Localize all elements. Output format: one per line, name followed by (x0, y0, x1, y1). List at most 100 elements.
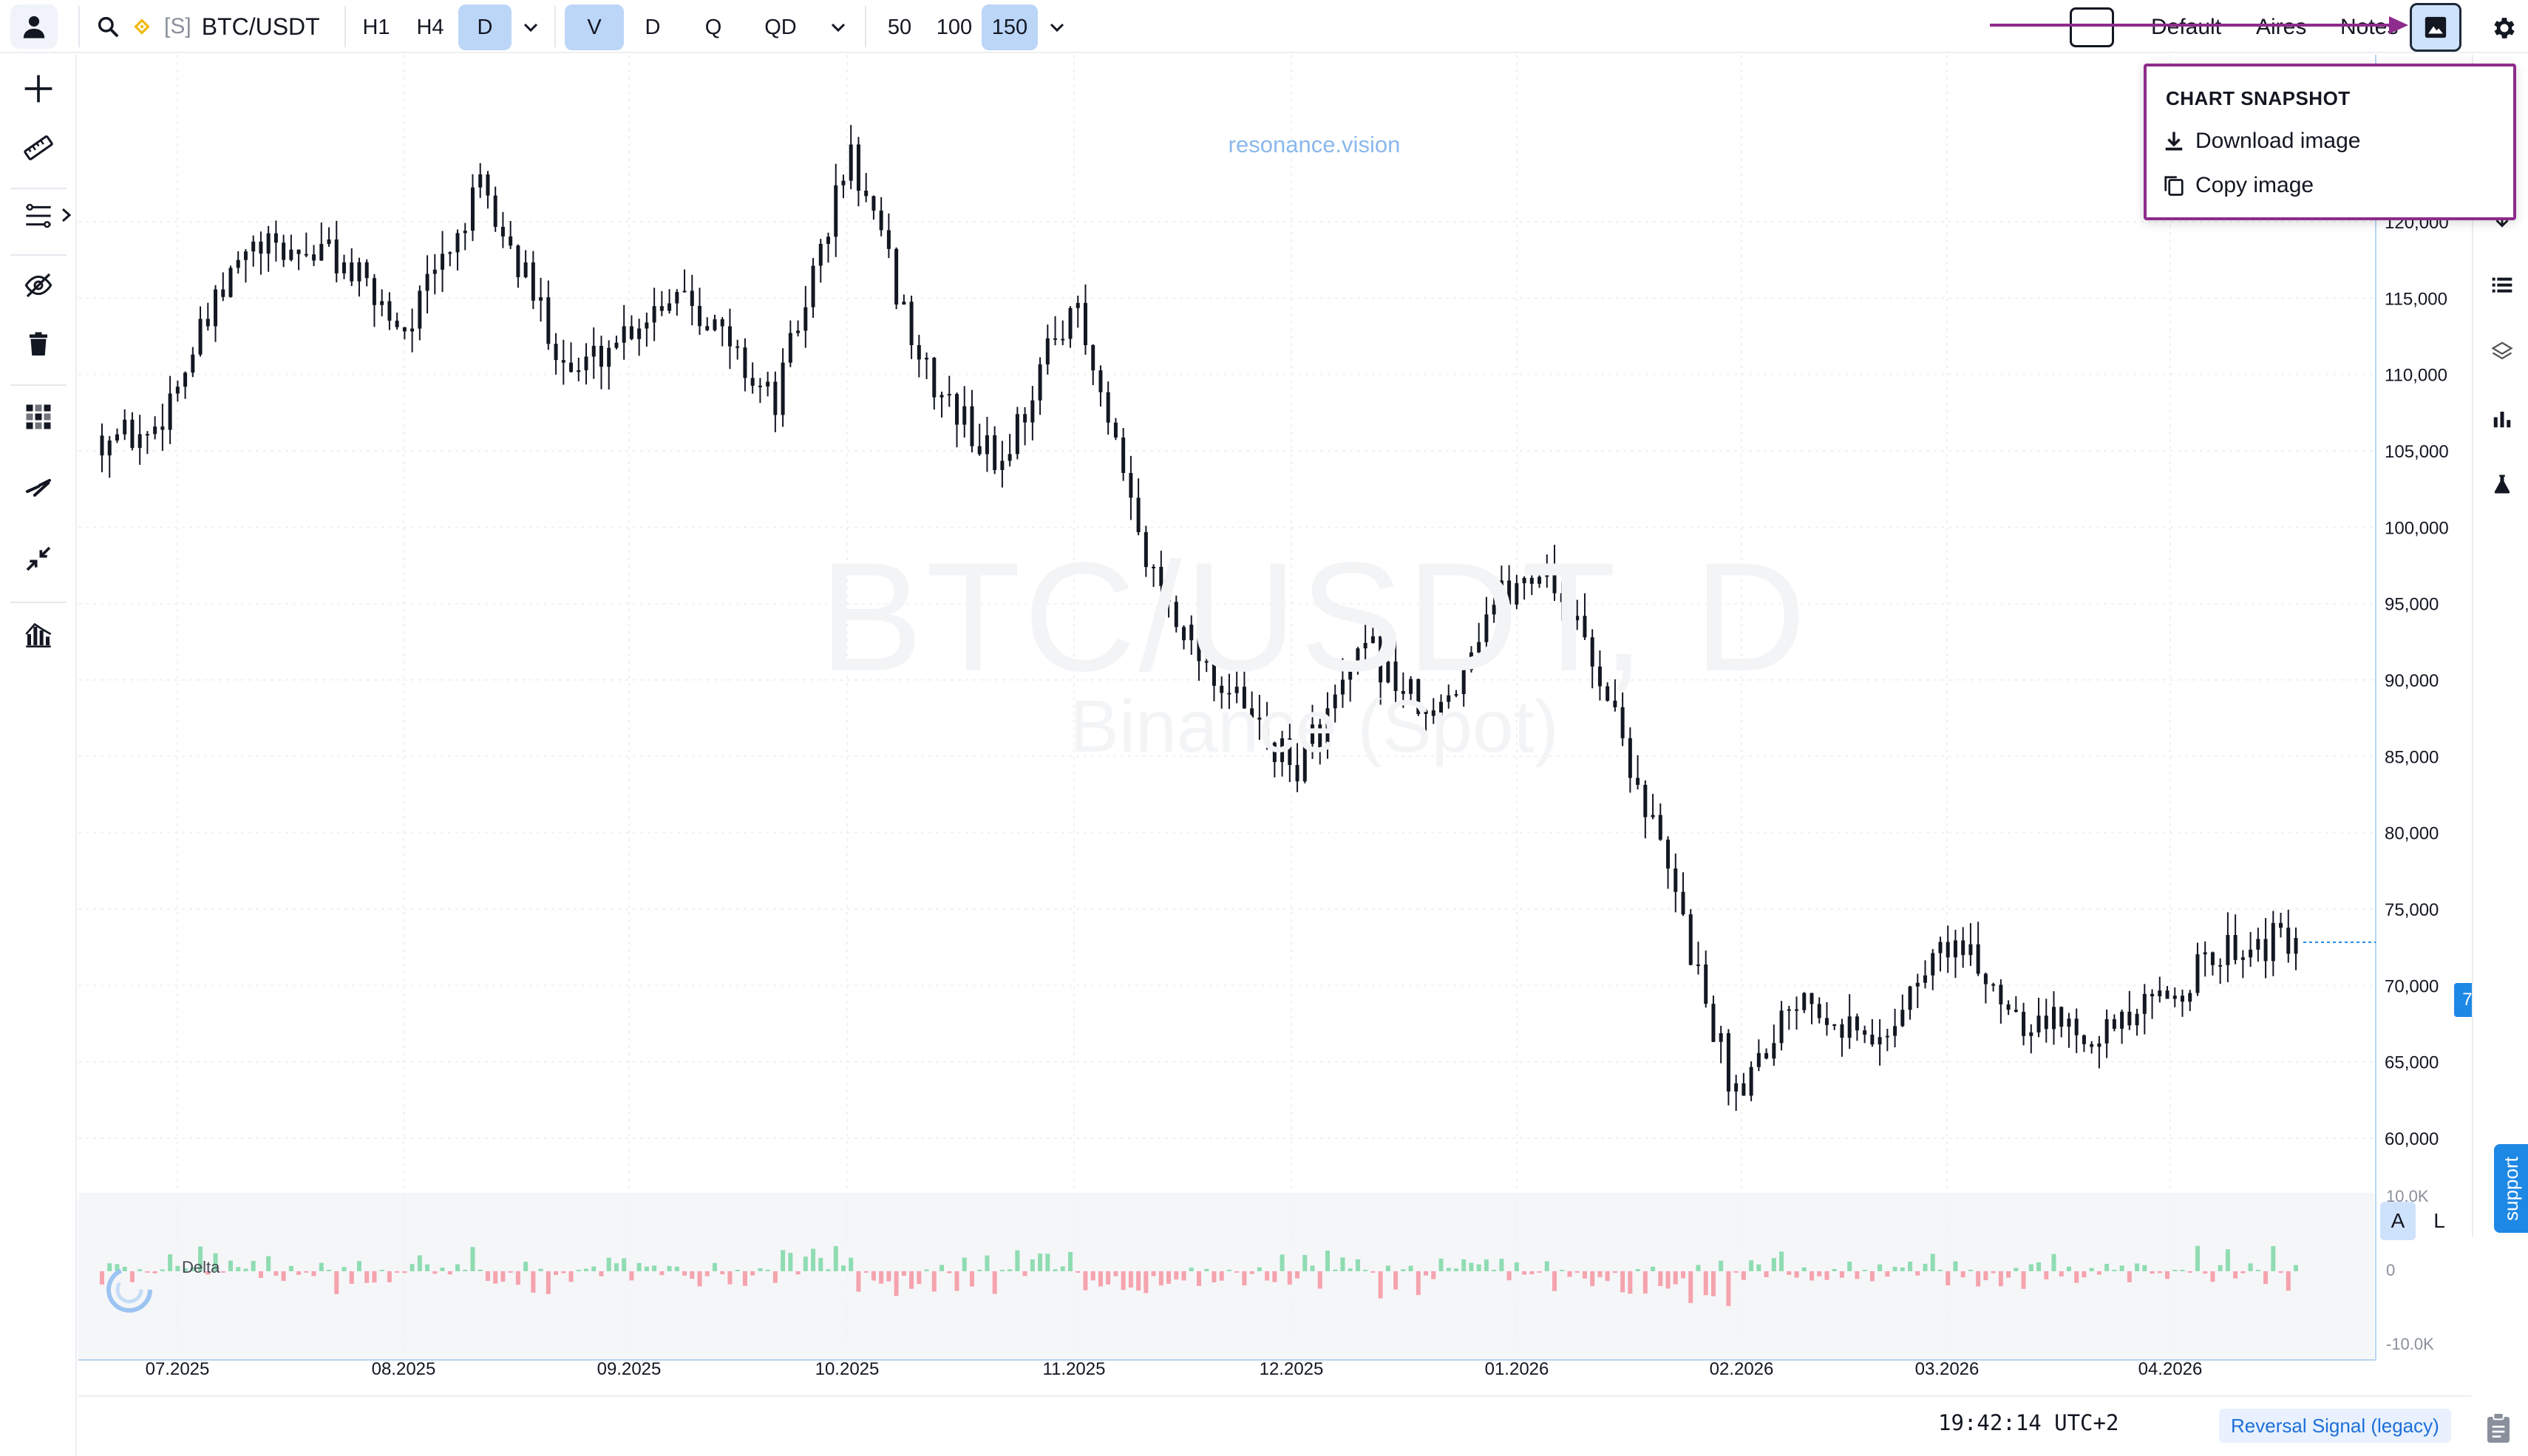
count-100-button[interactable]: 100 (936, 15, 973, 39)
timeframe-dropdown[interactable] (516, 4, 546, 50)
price-chart[interactable]: 60,000 65,000 70,000 75,000 80,000 85,000 90,0… (78, 55, 2470, 1392)
layers-button[interactable] (2484, 333, 2521, 370)
delta-bar (198, 1246, 203, 1271)
ruler-tool[interactable] (16, 126, 61, 170)
candle-body (894, 248, 899, 305)
delete-drawings-button[interactable] (16, 322, 61, 367)
user-account-button[interactable] (10, 4, 58, 49)
delta-bar (1681, 1271, 1686, 1279)
candle-body (1688, 914, 1693, 965)
candle-body (107, 440, 112, 456)
delta-bar (349, 1271, 354, 1284)
download-image-item[interactable]: Download image (2163, 123, 2360, 160)
clipboard-button[interactable] (2484, 1412, 2513, 1444)
delta-bar (1552, 1271, 1557, 1291)
candle-body (486, 174, 490, 196)
candle-body (1878, 1037, 1882, 1045)
candle-body (569, 362, 574, 372)
delta-bar (2036, 1262, 2042, 1271)
candle-body (917, 344, 921, 360)
trend-tool[interactable] (16, 466, 61, 510)
layout-default-button[interactable]: Default (2151, 15, 2222, 39)
delta-bar (1749, 1260, 1754, 1271)
strategy-lab-button[interactable] (2484, 466, 2521, 503)
candle-body (834, 185, 838, 237)
support-button[interactable]: support (2494, 1144, 2528, 1233)
candle-body (2082, 1035, 2086, 1044)
layout-notes-button[interactable]: Notes (2340, 15, 2399, 39)
candle-body (1575, 616, 1580, 621)
chart-panel[interactable]: 60,000 65,000 70,000 75,000 80,000 85,000 90,0… (78, 55, 2525, 1392)
crosshair-tool[interactable] (16, 67, 61, 111)
mode-q-button[interactable]: Q (704, 15, 722, 39)
chart-snapshot-button[interactable] (2410, 3, 2461, 52)
delta-bar (909, 1271, 914, 1289)
fib-tool-group[interactable] (16, 194, 61, 238)
timeframe-d-button[interactable]: D (458, 4, 512, 50)
heatmap-tool[interactable] (16, 395, 61, 439)
candle-body (614, 342, 619, 348)
delta-bar (712, 1262, 717, 1271)
x-tick-label: 04.2026 (2138, 1359, 2203, 1379)
list-icon (2492, 277, 2512, 293)
toolbar-divider (554, 6, 556, 47)
count-50-button[interactable]: 50 (887, 15, 912, 39)
x-tick-label: 09.2025 (597, 1359, 662, 1379)
candle-body (781, 362, 785, 415)
delta-bar (1226, 1270, 1231, 1271)
candle-body (2158, 990, 2162, 997)
delta-bar (2074, 1271, 2079, 1283)
count-150-button[interactable]: 150 (982, 4, 1038, 50)
candle-body (554, 344, 558, 361)
timeframe-h1-button[interactable]: H1 (362, 15, 390, 39)
chevron-right-icon[interactable] (61, 207, 72, 227)
delta-bar (985, 1255, 990, 1271)
candle-body (1242, 687, 1246, 709)
delta-bar (1915, 1271, 1920, 1276)
candle-body (1847, 1016, 1852, 1038)
mode-dropdown[interactable] (823, 4, 853, 50)
auto-scale-button[interactable]: A (2380, 1202, 2416, 1240)
layout-aires-button[interactable]: Aires (2256, 15, 2307, 39)
chart-big-watermark-subtitle: Binance (Spot) (1070, 685, 1559, 768)
candle-body (1015, 414, 1019, 455)
delta-bar (1529, 1271, 1535, 1275)
indicators-button[interactable] (2484, 401, 2521, 438)
compress-tool[interactable] (16, 537, 61, 581)
delta-bar (788, 1253, 793, 1271)
candle-body (1795, 1009, 1799, 1011)
delta-bar (1204, 1268, 1209, 1271)
clock-timezone[interactable]: 19:42:14 UTC+2 (1938, 1410, 2119, 1435)
delta-bar (871, 1271, 876, 1281)
symbol-search-button[interactable]: [S] BTC/USDT (96, 4, 320, 49)
mode-v-button[interactable]: V (565, 4, 624, 50)
mode-d-button[interactable]: D (645, 15, 661, 39)
candle-body (2256, 939, 2260, 950)
candle-body (1999, 984, 2003, 1004)
hide-drawings-button[interactable] (16, 263, 61, 307)
watchlist-button[interactable] (2484, 266, 2521, 303)
candle-body (539, 297, 543, 301)
delta-bar (1953, 1261, 1958, 1271)
delta-bar (568, 1271, 574, 1282)
timeframe-h4-button[interactable]: H4 (416, 15, 444, 39)
delta-bar (1719, 1260, 1724, 1271)
candle-body (2180, 996, 2184, 1002)
candle-body (1885, 1035, 1889, 1038)
layout-toggle-button[interactable] (2070, 7, 2114, 47)
settings-button[interactable] (2484, 7, 2525, 49)
trend-lines-icon (26, 479, 51, 497)
volume-profile-tool[interactable] (16, 612, 61, 656)
candle-body (2036, 1016, 2041, 1033)
candle-body (282, 242, 286, 260)
delta-bar (1492, 1270, 1497, 1271)
count-dropdown[interactable] (1042, 4, 1072, 50)
candle-body (1840, 1024, 1844, 1038)
log-scale-button[interactable]: L (2433, 1209, 2445, 1232)
copy-image-item[interactable]: Copy image (2163, 167, 2314, 204)
candle-body (2249, 949, 2253, 958)
reversal-signal-badge[interactable]: Reversal Signal (legacy) (2219, 1409, 2451, 1443)
mode-qd-button[interactable]: QD (764, 15, 797, 39)
delta-bar (894, 1271, 899, 1296)
candle-body (1152, 566, 1156, 568)
